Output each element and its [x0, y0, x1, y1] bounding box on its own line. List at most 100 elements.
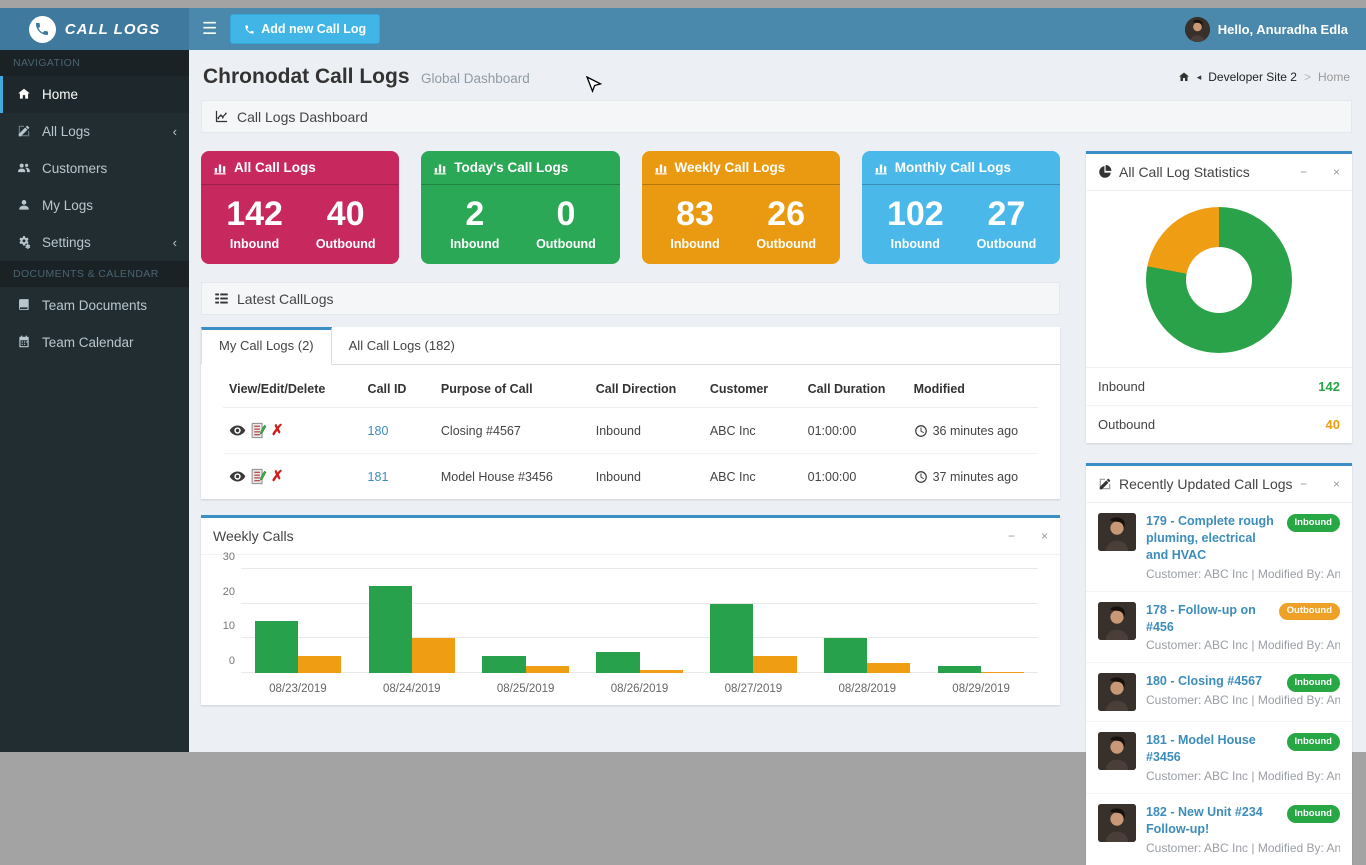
recent-call-log-item: Outbound 178 - Follow-up on #456 Customer:… — [1086, 592, 1352, 664]
sidebar-section-documents: DOCUMENTS & CALENDAR — [0, 261, 189, 287]
sidebar-item-all-logs[interactable]: All Logs ‹ — [0, 113, 189, 150]
list-icon — [215, 293, 228, 304]
add-call-log-label: Add new Call Log — [261, 22, 367, 36]
phone-icon — [245, 24, 254, 34]
legend-label: Inbound — [1098, 379, 1145, 394]
sidebar-item-home[interactable]: Home — [0, 76, 189, 113]
sidebar-item-label: Team Documents — [42, 298, 148, 313]
col-duration: Call Duration — [801, 369, 908, 409]
add-call-log-button[interactable]: Add new Call Log — [230, 14, 381, 44]
breadcrumb-site-link[interactable]: Developer Site 2 — [1208, 70, 1297, 84]
call-log-meta: Customer: ABC Inc | Modified By: Anurad… — [1146, 769, 1340, 784]
call-log-link[interactable]: 180 - Closing #4567 — [1146, 674, 1263, 689]
stat-card-title: Today's Call Logs — [454, 160, 569, 175]
sidebar-item-team-calendar[interactable]: Team Calendar — [0, 324, 189, 361]
outbound-count: 40 — [326, 195, 365, 233]
call-logs-tab-panel: My Call Logs (2) All Call Logs (182) Vie… — [201, 327, 1060, 500]
minimize-button[interactable]: − — [1007, 529, 1015, 544]
cell-customer: ABC Inc — [703, 407, 802, 455]
call-id-link[interactable]: 181 — [367, 469, 389, 484]
bar-chart-icon — [874, 164, 887, 174]
bar-group-08/29/2019 — [924, 569, 1038, 674]
legend-row-outbound: Outbound 40 — [1086, 405, 1352, 443]
recent-call-log-item: Inbound 182 - New Unit #234 Follow-up! Cus… — [1086, 794, 1352, 865]
legend-label: Outbound — [1098, 417, 1156, 432]
call-log-link[interactable]: 178 - Follow-up on #456 — [1146, 602, 1256, 634]
call-id-link[interactable]: 180 — [367, 423, 389, 438]
brand-text: Call Logs — [64, 20, 161, 38]
bar-group-08/24/2019 — [355, 569, 469, 674]
home-icon[interactable] — [1178, 71, 1190, 83]
legend-value: 142 — [1318, 379, 1340, 394]
outbound-bar — [981, 672, 1025, 674]
latest-calllogs-header: Latest CallLogs — [201, 282, 1060, 316]
close-button[interactable]: × — [1332, 165, 1340, 179]
sidebar-item-label: Customers — [42, 161, 108, 176]
outbound-bar — [867, 662, 911, 674]
inbound-label: Inbound — [229, 237, 280, 252]
cell-modified: 37 minutes ago — [932, 469, 1019, 484]
inbound-bar — [368, 586, 412, 674]
dashboard-section-header: Call Logs Dashboard — [201, 100, 1352, 133]
col-view-edit-delete: View/Edit/Delete — [223, 369, 362, 409]
call-logs-table: View/Edit/Delete Call ID Purpose of Call… — [223, 369, 1038, 499]
tab-my-call-logs[interactable]: My Call Logs (2) — [201, 327, 332, 366]
avatar — [1098, 732, 1136, 771]
sidebar-item-my-logs[interactable]: My Logs — [0, 187, 189, 224]
x-axis-label: 08/24/2019 — [383, 683, 441, 696]
user-avatar — [1184, 16, 1210, 42]
pie-chart-icon — [1099, 165, 1112, 178]
users-icon — [16, 161, 32, 176]
close-button[interactable]: × — [1040, 529, 1048, 544]
sidebar-item-settings[interactable]: Settings ‹ — [0, 224, 189, 261]
app-logo[interactable]: Call Logs — [0, 8, 189, 50]
bar-group-08/26/2019 — [583, 569, 697, 674]
weekly-calls-title: Weekly Calls — [213, 528, 294, 545]
breadcrumb-separator: > — [1303, 70, 1311, 84]
outbound-bar — [639, 669, 683, 674]
col-purpose: Purpose of Call — [434, 369, 590, 409]
recent-call-log-item: Inbound 179 - Complete rough pluming, ele… — [1086, 503, 1352, 592]
table-row: ✗ 181 Model House #3456 Inbound ABC Inc … — [223, 454, 1038, 500]
tab-all-call-logs[interactable]: All Call Logs (182) — [348, 338, 455, 354]
edit-icon[interactable] — [250, 422, 267, 439]
stat-card-todays-call-logs: Today's Call Logs 2 Inbound 0 Outbound — [421, 151, 620, 265]
minimize-button[interactable]: − — [1299, 477, 1307, 491]
bar-chart-icon — [654, 164, 667, 174]
call-log-link[interactable]: 182 - New Unit #234 Follow-up! — [1146, 805, 1263, 836]
top-navbar: Call Logs ☰ Add new Call Log Hello, Anur… — [0, 8, 1366, 50]
user-menu[interactable]: Hello, Anuradha Edla — [1184, 16, 1348, 42]
sidebar-item-team-documents[interactable]: Team Documents — [0, 287, 189, 324]
call-log-link[interactable]: 181 - Model House #3456 — [1146, 733, 1256, 765]
close-button[interactable]: × — [1332, 477, 1340, 491]
bar-group-08/27/2019 — [696, 569, 810, 674]
delete-icon[interactable]: ✗ — [271, 422, 284, 440]
sidebar-item-label: My Logs — [42, 198, 94, 213]
inbound-bar — [823, 638, 868, 674]
inbound-bar — [596, 652, 640, 674]
bar-group-08/28/2019 — [810, 569, 924, 674]
recently-updated-panel: Recently Updated Call Logs − × Inbound 17… — [1086, 463, 1352, 865]
edit-icon[interactable] — [250, 468, 267, 485]
weekly-calls-bar-chart: 08/23/2019 08/24/2019 08/25/2019 08/26/2019… — [211, 551, 1042, 696]
outbound-count: 0 — [556, 195, 576, 233]
outbound-bar — [297, 655, 342, 674]
minimize-button[interactable]: − — [1299, 165, 1307, 179]
sidebar-toggle-icon[interactable]: ☰ — [202, 19, 218, 38]
legend-row-inbound: Inbound 142 — [1086, 367, 1352, 405]
inbound-bar — [710, 603, 754, 674]
call-log-link[interactable]: 179 - Complete rough pluming, electrical… — [1146, 514, 1274, 562]
sidebar-item-customers[interactable]: Customers — [0, 150, 189, 187]
avatar — [1098, 673, 1136, 712]
cell-duration: 01:00:00 — [801, 407, 908, 455]
inbound-label: Inbound — [450, 237, 500, 252]
view-icon[interactable] — [229, 468, 246, 485]
direction-badge: Inbound — [1286, 514, 1340, 532]
recent-call-log-item: Inbound 181 - Model House #3456 Customer: … — [1086, 722, 1352, 795]
breadcrumb-current: Home — [1317, 70, 1350, 84]
user-greeting: Hello, Anuradha Edla — [1217, 21, 1348, 37]
delete-icon[interactable]: ✗ — [271, 468, 284, 486]
application-window: Call Logs ☰ Add new Call Log Hello, Anur… — [0, 8, 1366, 865]
main-content: Chronodat Call Logs Global Dashboard ◂ D… — [189, 50, 1366, 865]
view-icon[interactable] — [229, 422, 246, 439]
